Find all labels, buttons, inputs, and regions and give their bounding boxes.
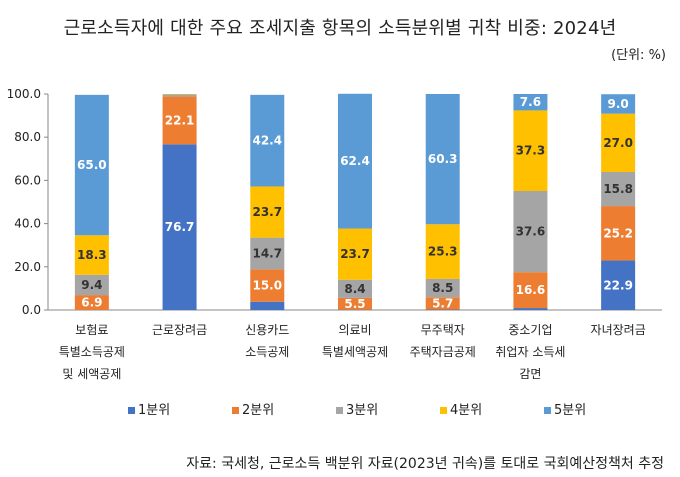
data-label: 5.5	[344, 297, 365, 311]
bar-segment	[338, 297, 372, 310]
chart-title: 근로소득자에 대한 주요 조세지출 항목의 소득분위별 귀착 비중: 2024년	[63, 18, 617, 39]
data-label: 76.7	[165, 220, 195, 234]
category-label: 보험료	[75, 323, 108, 337]
bars	[74, 93, 636, 310]
y-tick-label: 40.0	[14, 217, 41, 231]
bar-segment	[74, 235, 109, 275]
data-label: 15.0	[252, 279, 282, 293]
bar-segment	[601, 260, 636, 310]
axes: 0.0 20.0 40.0 60.0 80.0 100.0	[7, 87, 662, 317]
bar-segment	[338, 279, 372, 298]
bar-segment	[162, 144, 197, 310]
bar-segment	[338, 93, 372, 229]
category-label: 무주택자	[421, 323, 465, 337]
bar-segment	[74, 295, 109, 310]
bar-segment	[250, 94, 285, 187]
data-label: 65.0	[77, 158, 107, 172]
bar-segment	[338, 228, 372, 280]
category-label: 중소기업	[508, 323, 552, 337]
legend: 1분위 2분위 3분위 4분위 5분위	[128, 403, 586, 418]
bar-segment	[601, 171, 636, 207]
category-label: 및 세액공제	[62, 367, 121, 381]
bar-segment	[425, 94, 460, 225]
data-label: 23.7	[340, 247, 370, 261]
unit-label: (단위: %)	[611, 48, 666, 63]
bar-segment	[513, 308, 548, 310]
legend-swatch	[336, 407, 343, 414]
category-label: 취업자 소득세	[495, 345, 565, 359]
stacked-bar-chart: 0.0 20.0 40.0 60.0 80.0 100.0 6.9 9.4 18.3 65.0 7…	[7, 87, 662, 418]
data-label: 62.4	[340, 154, 370, 168]
legend-label: 1분위	[138, 403, 170, 418]
data-label: 37.6	[516, 225, 546, 239]
bar-segment	[162, 96, 197, 145]
legend-label: 5분위	[554, 403, 586, 418]
category-label: 신용카드	[245, 323, 289, 337]
y-tick-label: 60.0	[14, 173, 41, 187]
bar-segment	[250, 269, 285, 302]
y-tick-label: 100.0	[7, 87, 41, 101]
legend-swatch	[128, 407, 135, 414]
data-label: 18.3	[77, 248, 107, 262]
data-label: 37.3	[516, 144, 546, 158]
bar-segment	[162, 94, 197, 97]
legend-swatch	[232, 407, 239, 414]
data-label: 15.8	[603, 182, 633, 196]
bar-segment	[513, 94, 548, 111]
category-label: 소득공제	[245, 345, 289, 359]
category-label: 의료비	[338, 323, 371, 337]
data-label: 9.4	[81, 278, 102, 292]
legend-swatch	[440, 407, 447, 414]
category-label: 감면	[519, 367, 541, 381]
bar-segment	[513, 190, 548, 273]
category-label: 자녀장려금	[591, 323, 646, 337]
data-label: 7.6	[520, 95, 541, 109]
category-label: 근로장려금	[152, 323, 207, 337]
legend-label: 2분위	[242, 403, 274, 418]
data-label: 8.4	[344, 282, 365, 296]
data-label: 25.2	[603, 226, 633, 240]
bar-segment	[250, 301, 285, 310]
bar-segment	[425, 224, 460, 279]
data-label: 22.1	[165, 113, 195, 127]
data-label: 9.0	[608, 97, 629, 111]
bar-segment	[513, 110, 548, 191]
bar-segment	[74, 274, 109, 296]
data-label: 14.7	[252, 247, 282, 261]
data-label: 25.3	[428, 245, 458, 259]
y-tick-label: 80.0	[14, 130, 41, 144]
source-note: 자료: 국세청, 근로소득 백분위 자료(2023년 귀속)를 토대로 국회예산…	[186, 456, 664, 472]
data-label: 6.9	[81, 296, 102, 310]
bar-segment	[250, 237, 285, 270]
legend-swatch	[544, 407, 551, 414]
data-label: 16.6	[516, 283, 546, 297]
y-tick-label: 0.0	[22, 303, 41, 317]
category-label: 특별세액공제	[322, 345, 388, 359]
data-label: 5.7	[432, 296, 453, 310]
data-label: 23.7	[252, 205, 282, 219]
data-label: 60.3	[428, 152, 458, 166]
bar-segment	[513, 272, 548, 309]
y-tick-label: 20.0	[14, 260, 41, 274]
data-labels: 6.9 9.4 18.3 65.0 76.7 22.1 15.0 14.7 23.7 42.4 5.…	[77, 95, 633, 311]
category-label: 특별소득공제	[59, 345, 125, 359]
bar-segment	[601, 94, 636, 114]
bar-segment	[74, 94, 109, 236]
data-label: 8.5	[432, 281, 453, 295]
bar-segment	[601, 113, 636, 172]
category-label: 주택자금공제	[410, 345, 476, 359]
bar-segment	[250, 186, 285, 238]
bar-segment	[425, 297, 460, 310]
data-label: 27.0	[603, 136, 633, 150]
legend-label: 4분위	[450, 403, 482, 418]
bar-segment	[425, 278, 460, 298]
data-label: 22.9	[603, 278, 633, 292]
legend-label: 3분위	[346, 403, 378, 418]
bar-segment	[601, 206, 636, 261]
data-label: 42.4	[252, 134, 282, 148]
